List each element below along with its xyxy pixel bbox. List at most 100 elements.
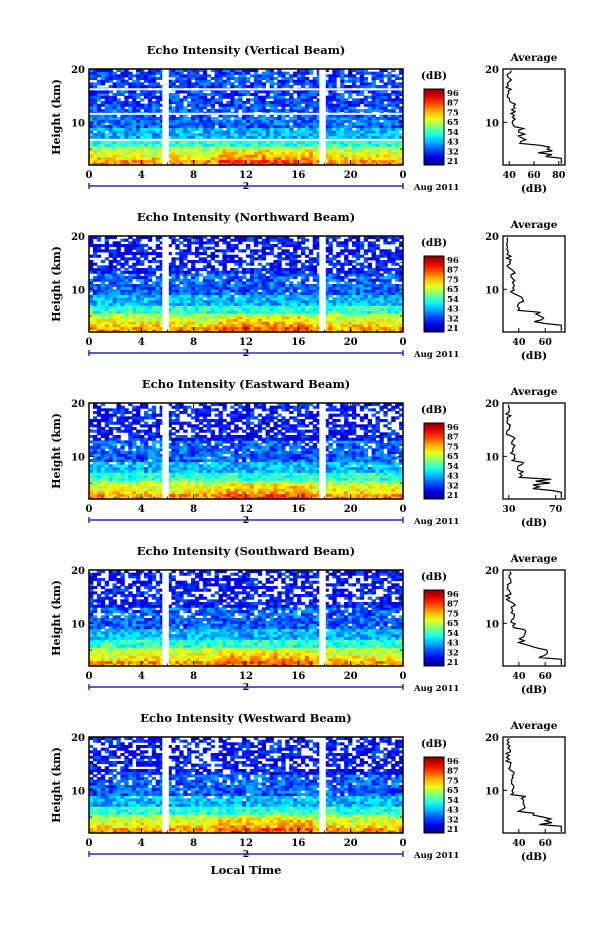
heatmap-cell [104, 127, 110, 131]
heatmap-cell [273, 305, 278, 309]
heatmap-cell [202, 130, 208, 134]
heatmap-cell [332, 79, 337, 83]
heatmap-cell [297, 114, 302, 118]
heatmap-cell [375, 254, 380, 258]
heatmap-cell [395, 278, 400, 282]
heatmap-cell [273, 278, 278, 282]
heatmap-cell [167, 159, 172, 163]
heatmap-cell [316, 308, 321, 312]
heatmap-cell [198, 143, 204, 147]
heatmap-cell [316, 130, 321, 134]
heatmap-cell [379, 117, 384, 121]
heatmap-cell [214, 329, 219, 333]
heatmap-cell [332, 162, 337, 166]
heatmap-cell [108, 149, 113, 153]
heatmap-cell [155, 125, 161, 129]
heatmap-cell [194, 260, 200, 264]
heatmap-cell [293, 141, 298, 145]
heatmap-cell [257, 236, 263, 240]
heatmap-cell [108, 71, 113, 75]
heatmap-cell [198, 98, 204, 102]
heatmap-cell [308, 305, 314, 309]
heatmap-cell [336, 98, 341, 102]
heatmap-cell [210, 254, 216, 258]
heatmap-cell [187, 246, 192, 250]
heatmap-cell [238, 119, 243, 123]
heatmap-cell [359, 308, 365, 312]
heatmap-cell [104, 276, 110, 280]
heatmap-cell [230, 135, 235, 139]
heatmap-cell [316, 284, 321, 288]
heatmap-cell [143, 310, 149, 314]
heatmap-cell [336, 313, 341, 317]
heatmap-cell [265, 278, 270, 282]
heatmap-cell [355, 93, 361, 97]
heatmap-cell [379, 125, 384, 129]
heatmap-cell [230, 278, 235, 282]
heatmap-cell [273, 310, 278, 314]
heatmap-cell [261, 146, 267, 150]
heatmap-cell [210, 321, 216, 325]
heatmap-cell [293, 321, 298, 325]
heatmap-cell [159, 141, 164, 145]
heatmap-cell [124, 130, 129, 134]
heatmap-cell [214, 101, 219, 105]
heatmap-cell [222, 82, 227, 86]
heatmap-cell [387, 276, 392, 280]
heatmap-cell [112, 95, 117, 99]
heatmap-cell [367, 159, 373, 163]
heatmap-cell [198, 90, 204, 94]
heatmap-cell [92, 246, 98, 250]
heatmap-cell [249, 130, 255, 134]
heatmap-cell [151, 125, 157, 129]
heatmap-cell [359, 276, 365, 280]
heatmap-cell [234, 316, 239, 320]
heatmap-cell [140, 294, 145, 298]
heatmap-cell [214, 133, 219, 137]
heatmap-cell [297, 119, 302, 123]
heatmap-cell [202, 95, 208, 99]
heatmap-cell [293, 297, 298, 301]
heatmap-cell [214, 122, 219, 126]
date-label: Aug 2011 [413, 183, 459, 193]
heatmap-cell [183, 74, 188, 78]
heatmap-cell [89, 130, 94, 134]
heatmap-cell [289, 294, 294, 298]
heatmap-cell [399, 326, 404, 330]
heatmap-cell [242, 71, 247, 75]
heatmap-cell [359, 71, 365, 75]
heatmap-cell [285, 141, 290, 145]
heatmap-cell [379, 329, 384, 333]
heatmap-cell [210, 146, 216, 150]
heatmap-cell [175, 135, 180, 139]
heatmap-cell [304, 300, 310, 304]
heatmap-cell [324, 246, 329, 250]
heatmap-cell [175, 71, 180, 75]
heatmap-cell [179, 130, 184, 134]
heatmap-cell [226, 326, 231, 330]
heatmap-cell [136, 69, 141, 73]
heatmap-cell [395, 326, 400, 330]
heatmap-cell [206, 143, 212, 147]
heatmap-cell [226, 143, 231, 147]
heatmap-cell [265, 305, 270, 309]
heatmap-cell [108, 270, 113, 274]
heatmap-cell [242, 77, 247, 81]
heatmap-cell [273, 77, 278, 81]
heatmap-cell [379, 324, 384, 328]
heatmap-cell [222, 157, 227, 161]
heatmap-cell [257, 326, 263, 330]
heatmap-cell [340, 157, 345, 161]
heatmap-cell [167, 135, 172, 139]
heatmap-cell [238, 241, 243, 245]
heatmap-cell [344, 238, 349, 242]
heatmap-cell [375, 297, 380, 301]
heatmap-cell [120, 297, 125, 301]
heatmap-cell [269, 162, 274, 166]
heatmap-cell [175, 270, 180, 274]
heatmap-cell [112, 130, 117, 134]
heatmap-cell [198, 95, 204, 99]
heatmap-cell [242, 321, 247, 325]
heatmap-cell [198, 157, 204, 161]
heatmap-cell [246, 308, 251, 312]
